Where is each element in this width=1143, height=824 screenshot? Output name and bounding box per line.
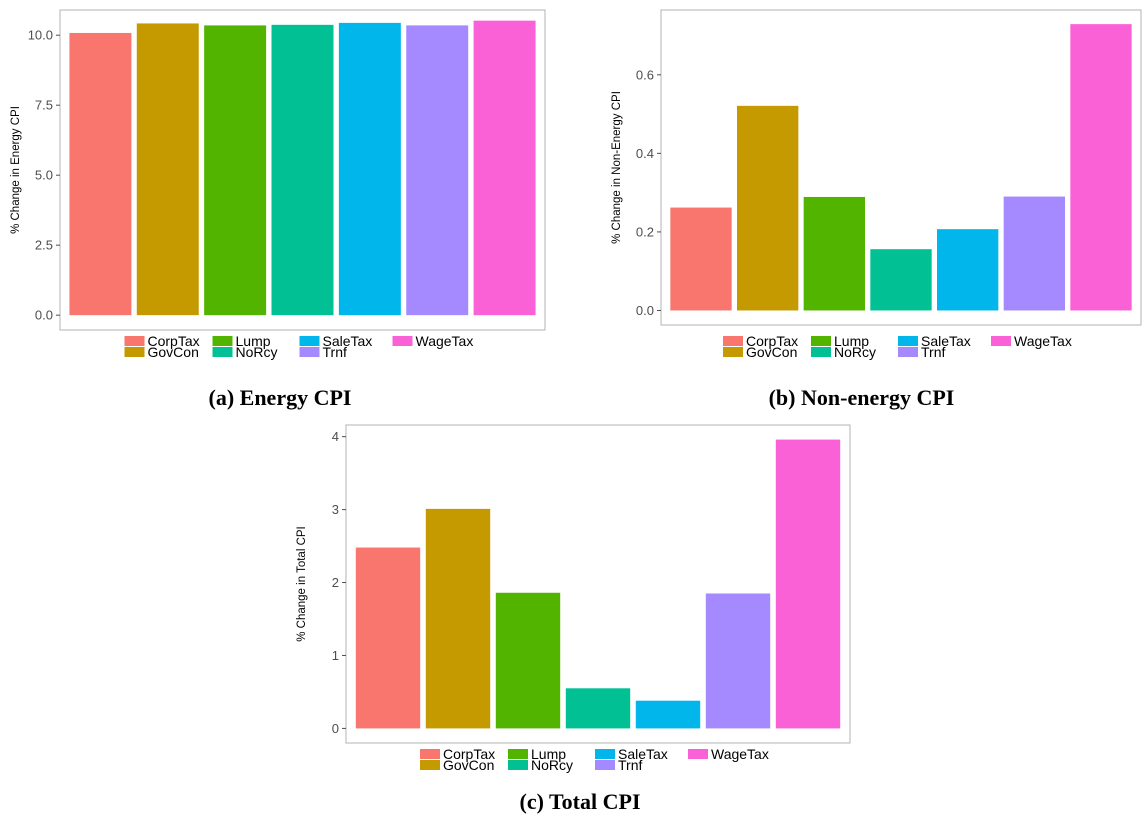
bar-saletax: [635, 700, 701, 729]
caption-total-cpi: (c) Total CPI: [519, 789, 641, 814]
bar-norcy: [565, 688, 631, 729]
y-tick-label: 2.5: [35, 238, 53, 253]
legend-swatch-trnf: [898, 347, 918, 357]
legend-label-trnf: Trnf: [921, 344, 945, 360]
legend-label-govcon: GovCon: [443, 757, 494, 773]
bar-lump: [495, 592, 561, 729]
legend-swatch-govcon: [723, 347, 743, 357]
bar-trnf: [406, 25, 469, 316]
chart-total-cpi: 0 1 2 3 4 % Change in Total CPI CorpTax Lump Sal…: [296, 424, 851, 773]
bar-govcon: [425, 508, 491, 729]
legend-label-lump: Lump: [236, 333, 271, 349]
legend-swatch-corptax: [420, 749, 440, 759]
figure-total-cpi: 0 1 2 3 4 % Change in Total CPI CorpTax Lump Sal…: [296, 415, 860, 824]
bar-saletax: [338, 22, 401, 316]
caption-non-energy-cpi: (b) Non-energy CPI: [768, 385, 955, 410]
y-tick-label: 3: [332, 502, 339, 517]
figure-energy-cpi: 0.0 2.5 5.0 7.5 10.0 % Change in Energy CPI Co…: [0, 0, 560, 412]
legend-label-corptax: CorpTax: [148, 333, 200, 349]
legend-label-wagetax: WageTax: [1014, 333, 1072, 349]
y-tick-label: 0.0: [636, 303, 654, 318]
y-axis-title: % Change in Energy CPI: [10, 106, 22, 234]
legend-swatch-saletax: [595, 749, 615, 759]
y-tick-label: 0.0: [35, 308, 53, 323]
legend-swatch-govcon: [124, 347, 145, 357]
caption-energy-cpi: (a) Energy CPI: [208, 385, 352, 410]
bar-wagetax: [1070, 24, 1132, 311]
y-tick-label: 0.2: [636, 224, 654, 239]
bar-trnf: [705, 593, 771, 729]
legend-swatch-norcy: [212, 347, 233, 357]
legend-swatch-norcy: [508, 760, 528, 770]
chart-non-energy-cpi: 0.0 0.2 0.4 0.6 % Change in Non-Energy CPI Co…: [611, 9, 1142, 360]
y-tick-label: 5.0: [35, 168, 53, 183]
bar-lump: [803, 196, 865, 311]
legend-swatch-norcy: [811, 347, 831, 357]
bar-lump: [204, 25, 267, 316]
y-tick-label: 0: [332, 721, 339, 736]
legend-label-wagetax: WageTax: [416, 333, 474, 349]
legend-label-govcon: GovCon: [148, 344, 199, 360]
y-tick-label: 2: [332, 575, 339, 590]
legend-swatch-lump: [508, 749, 528, 759]
legend-swatch-saletax: [299, 336, 320, 346]
legend-swatch-trnf: [299, 347, 320, 357]
legend-label-lump: Lump: [834, 333, 869, 349]
bar-norcy: [870, 249, 932, 311]
legend-label-saletax: SaleTax: [618, 746, 668, 762]
bar-trnf: [1003, 196, 1065, 311]
bar-saletax: [937, 229, 999, 311]
y-tick-label: 0.4: [636, 146, 654, 161]
legend-swatch-corptax: [723, 336, 743, 346]
legend-label-lump: Lump: [531, 746, 566, 762]
y-axis-title: % Change in Non-Energy CPI: [611, 91, 623, 244]
legend-swatch-saletax: [898, 336, 918, 346]
y-tick-label: 7.5: [35, 98, 53, 113]
y-tick-label: 1: [332, 648, 339, 663]
legend-label-norcy: NoRcy: [834, 344, 876, 360]
legend-swatch-lump: [811, 336, 831, 346]
bar-corptax: [69, 32, 132, 316]
legend-label-corptax: CorpTax: [746, 333, 798, 349]
legend-label-saletax: SaleTax: [921, 333, 971, 349]
bar-corptax: [355, 547, 421, 729]
legend-label-trnf: Trnf: [618, 757, 642, 773]
bar-norcy: [271, 24, 334, 316]
legend-label-govcon: GovCon: [746, 344, 797, 360]
legend-label-saletax: SaleTax: [323, 333, 373, 349]
y-tick-label: 0.6: [636, 67, 654, 82]
legend-label-corptax: CorpTax: [443, 746, 495, 762]
legend-label-norcy: NoRcy: [236, 344, 278, 360]
y-tick-label: 10.0: [28, 28, 53, 43]
legend-swatch-lump: [212, 336, 233, 346]
y-axis-title: % Change in Total CPI: [296, 526, 308, 642]
bar-govcon: [136, 23, 199, 316]
legend-swatch-wagetax: [688, 749, 708, 759]
legend-swatch-trnf: [595, 760, 615, 770]
legend-swatch-govcon: [420, 760, 440, 770]
legend-swatch-wagetax: [392, 336, 413, 346]
legend-label-trnf: Trnf: [323, 344, 347, 360]
bar-corptax: [670, 207, 732, 311]
legend-swatch-wagetax: [991, 336, 1011, 346]
legend-swatch-corptax: [124, 336, 145, 346]
legend-label-norcy: NoRcy: [531, 757, 573, 773]
bar-govcon: [737, 105, 799, 311]
chart-energy-cpi: 0.0 2.5 5.0 7.5 10.0 % Change in Energy CPI Co…: [10, 9, 546, 360]
legend-label-wagetax: WageTax: [711, 746, 769, 762]
figure-non-energy-cpi: 0.0 0.2 0.4 0.6 % Change in Non-Energy CPI Co…: [580, 0, 1143, 412]
y-tick-label: 4: [332, 429, 339, 444]
bar-wagetax: [473, 20, 536, 316]
bar-wagetax: [775, 439, 841, 729]
